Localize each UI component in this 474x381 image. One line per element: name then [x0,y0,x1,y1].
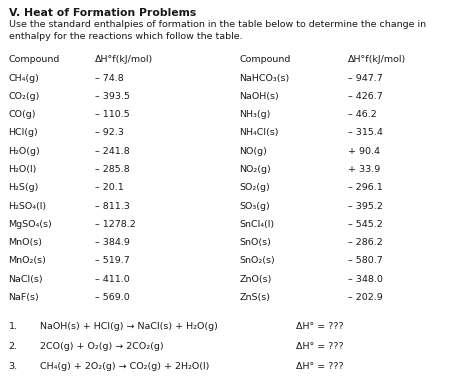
Text: + 33.9: + 33.9 [348,165,381,174]
Text: NaHCO₃(s): NaHCO₃(s) [239,74,290,83]
Text: – 811.3: – 811.3 [95,202,130,211]
Text: 2.: 2. [9,342,18,351]
Text: H₂O(l): H₂O(l) [9,165,37,174]
Text: ΔH°f(kJ/mol): ΔH°f(kJ/mol) [95,55,153,64]
Text: – 348.0: – 348.0 [348,275,383,284]
Text: – 285.8: – 285.8 [95,165,129,174]
Text: H₂SO₄(l): H₂SO₄(l) [9,202,46,211]
Text: – 202.9: – 202.9 [348,293,383,302]
Text: 1.: 1. [9,322,18,331]
Text: – 393.5: – 393.5 [95,92,130,101]
Text: – 395.2: – 395.2 [348,202,383,211]
Text: – 20.1: – 20.1 [95,183,124,192]
Text: Compound: Compound [9,55,60,64]
Text: – 286.2: – 286.2 [348,238,383,247]
Text: – 241.8: – 241.8 [95,147,129,156]
Text: – 74.8: – 74.8 [95,74,124,83]
Text: + 90.4: + 90.4 [348,147,381,156]
Text: SnO(s): SnO(s) [239,238,271,247]
Text: Use the standard enthalpies of formation in the table below to determine the cha: Use the standard enthalpies of formation… [9,20,426,41]
Text: – 569.0: – 569.0 [95,293,129,302]
Text: MnO(s): MnO(s) [9,238,43,247]
Text: – 384.9: – 384.9 [95,238,130,247]
Text: – 580.7: – 580.7 [348,256,383,266]
Text: NO₂(g): NO₂(g) [239,165,271,174]
Text: ΔH° = ???: ΔH° = ??? [296,362,344,371]
Text: – 110.5: – 110.5 [95,110,129,119]
Text: ΔH° = ???: ΔH° = ??? [296,322,344,331]
Text: – 947.7: – 947.7 [348,74,383,83]
Text: SnCl₄(l): SnCl₄(l) [239,220,274,229]
Text: HCl(g): HCl(g) [9,128,38,138]
Text: NH₄Cl(s): NH₄Cl(s) [239,128,279,138]
Text: CO₂(g): CO₂(g) [9,92,40,101]
Text: MnO₂(s): MnO₂(s) [9,256,46,266]
Text: ZnS(s): ZnS(s) [239,293,270,302]
Text: Compound: Compound [239,55,291,64]
Text: CH₄(g) + 2O₂(g) → CO₂(g) + 2H₂O(l): CH₄(g) + 2O₂(g) → CO₂(g) + 2H₂O(l) [40,362,210,371]
Text: – 545.2: – 545.2 [348,220,383,229]
Text: 3.: 3. [9,362,18,371]
Text: – 411.0: – 411.0 [95,275,129,284]
Text: H₂S(g): H₂S(g) [9,183,39,192]
Text: – 426.7: – 426.7 [348,92,383,101]
Text: – 46.2: – 46.2 [348,110,377,119]
Text: – 92.3: – 92.3 [95,128,124,138]
Text: SO₂(g): SO₂(g) [239,183,270,192]
Text: SO₃(g): SO₃(g) [239,202,270,211]
Text: V. Heat of Formation Problems: V. Heat of Formation Problems [9,8,196,18]
Text: SnO₂(s): SnO₂(s) [239,256,275,266]
Text: MgSO₄(s): MgSO₄(s) [9,220,52,229]
Text: NH₃(g): NH₃(g) [239,110,271,119]
Text: NaCl(s): NaCl(s) [9,275,43,284]
Text: 2CO(g) + O₂(g) → 2CO₂(g): 2CO(g) + O₂(g) → 2CO₂(g) [40,342,164,351]
Text: – 519.7: – 519.7 [95,256,129,266]
Text: NaOH(s): NaOH(s) [239,92,279,101]
Text: CO(g): CO(g) [9,110,36,119]
Text: ΔH°f(kJ/mol): ΔH°f(kJ/mol) [348,55,407,64]
Text: H₂O(g): H₂O(g) [9,147,40,156]
Text: ΔH° = ???: ΔH° = ??? [296,342,344,351]
Text: – 1278.2: – 1278.2 [95,220,136,229]
Text: NaOH(s) + HCl(g) → NaCl(s) + H₂O(g): NaOH(s) + HCl(g) → NaCl(s) + H₂O(g) [40,322,218,331]
Text: NaF(s): NaF(s) [9,293,39,302]
Text: CH₄(g): CH₄(g) [9,74,39,83]
Text: – 296.1: – 296.1 [348,183,383,192]
Text: – 315.4: – 315.4 [348,128,383,138]
Text: NO(g): NO(g) [239,147,267,156]
Text: ZnO(s): ZnO(s) [239,275,272,284]
